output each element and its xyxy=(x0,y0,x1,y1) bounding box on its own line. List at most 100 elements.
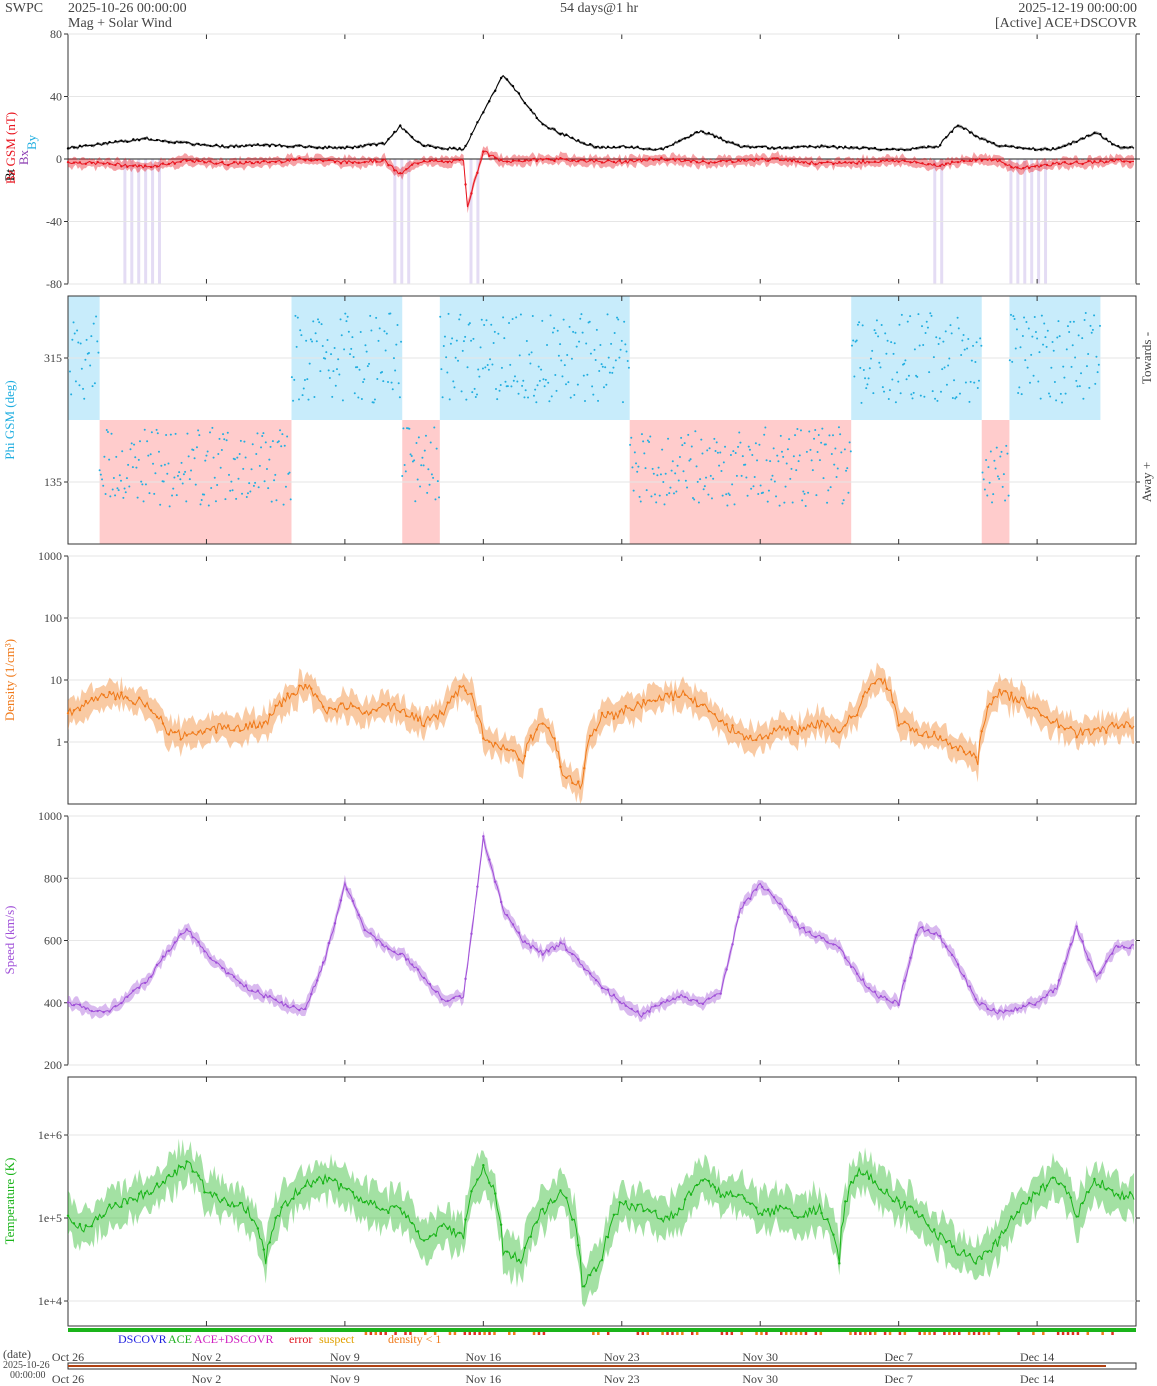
phi-point xyxy=(887,398,890,401)
phi-point xyxy=(116,487,119,490)
density-point xyxy=(885,687,888,690)
density-point xyxy=(1117,726,1120,730)
density-point xyxy=(1087,728,1090,731)
phi-point xyxy=(74,380,77,383)
density-point xyxy=(1122,725,1126,729)
bottom-date: 2025-10-26 xyxy=(3,1360,50,1371)
bt-point xyxy=(796,145,799,149)
phi-point xyxy=(605,383,608,386)
phi-point xyxy=(532,394,535,397)
phi-point xyxy=(203,493,206,496)
phi-point xyxy=(750,487,753,490)
phi-point xyxy=(656,474,659,477)
bz-point xyxy=(96,160,99,164)
bt-point xyxy=(731,141,734,144)
phi-point xyxy=(1059,392,1062,395)
bz-point xyxy=(1069,162,1072,165)
bz-point xyxy=(677,158,681,161)
bz-point xyxy=(927,163,930,166)
phi-point xyxy=(815,494,818,497)
density-point xyxy=(790,726,794,729)
phi-point xyxy=(999,455,1002,458)
temperature-point xyxy=(796,1216,799,1219)
phi-point xyxy=(867,377,870,380)
phi-point xyxy=(324,357,327,360)
phi-point xyxy=(216,484,219,487)
bt-point xyxy=(648,147,651,151)
quality-flag xyxy=(725,1332,729,1335)
phi-point xyxy=(296,316,299,319)
phi-point xyxy=(238,453,241,456)
bz-point xyxy=(636,158,639,161)
phi-point xyxy=(415,441,418,444)
phi-point xyxy=(1089,324,1092,327)
phi-point xyxy=(720,469,723,472)
density-point xyxy=(143,705,147,708)
phi-point xyxy=(242,467,245,470)
bz-point xyxy=(321,159,325,163)
phi-point xyxy=(707,493,710,496)
density-point xyxy=(428,718,432,721)
phi-point xyxy=(639,500,642,503)
density-point xyxy=(185,734,188,737)
temperature-point xyxy=(553,1200,556,1203)
temperature-point xyxy=(452,1228,455,1231)
phi-point xyxy=(117,489,120,492)
phi-point xyxy=(651,467,654,470)
phi-point xyxy=(541,319,544,322)
quality-flag xyxy=(478,1332,481,1335)
phi-point xyxy=(149,453,152,456)
density-point xyxy=(464,689,467,692)
phi-point xyxy=(817,433,820,436)
phi-point xyxy=(712,477,715,480)
phi-point xyxy=(1043,322,1046,325)
phi-point xyxy=(308,362,311,365)
speed-point xyxy=(78,1003,82,1006)
bz-point xyxy=(761,157,764,160)
temperature-point xyxy=(494,1192,497,1195)
bz-point xyxy=(630,158,633,162)
bt-point xyxy=(268,144,271,148)
speed-point xyxy=(529,946,532,949)
phi-point xyxy=(900,313,903,316)
phi-point xyxy=(472,337,475,340)
phi-point xyxy=(871,349,874,352)
phi-point xyxy=(659,473,662,476)
bz-point xyxy=(778,158,782,162)
phi-point xyxy=(91,385,94,388)
phi-point xyxy=(589,352,592,355)
phi-point xyxy=(1032,374,1035,377)
speed-point xyxy=(399,952,402,956)
phi-point xyxy=(471,391,474,394)
phi-point xyxy=(295,345,298,348)
bt-point xyxy=(405,130,408,133)
speed-point xyxy=(980,1002,983,1005)
temperature-point xyxy=(339,1183,343,1186)
density-point xyxy=(1093,728,1096,731)
phi-point xyxy=(696,480,699,483)
bz-point xyxy=(529,158,532,162)
bz-point xyxy=(428,159,432,163)
bt-point xyxy=(1004,144,1007,147)
bt-point xyxy=(357,145,360,149)
phi-point xyxy=(982,478,985,481)
density-point xyxy=(179,738,182,741)
phi-point xyxy=(434,498,437,501)
phi-point xyxy=(942,340,945,343)
speed-point xyxy=(1039,998,1043,1001)
bz-point xyxy=(494,156,497,159)
phi-point xyxy=(935,336,938,339)
temperature-point xyxy=(808,1207,811,1210)
phi-point xyxy=(153,492,156,495)
phi-point xyxy=(1015,328,1018,331)
phi-point xyxy=(655,501,658,504)
bz-point xyxy=(606,159,610,162)
speed-point xyxy=(855,972,859,975)
phi-point xyxy=(402,427,405,430)
density-point xyxy=(410,712,414,715)
temperature-point xyxy=(78,1222,82,1226)
temperature-point xyxy=(274,1216,277,1220)
bt-point xyxy=(636,145,639,148)
phi-point xyxy=(500,366,503,369)
phi-point xyxy=(554,373,557,376)
